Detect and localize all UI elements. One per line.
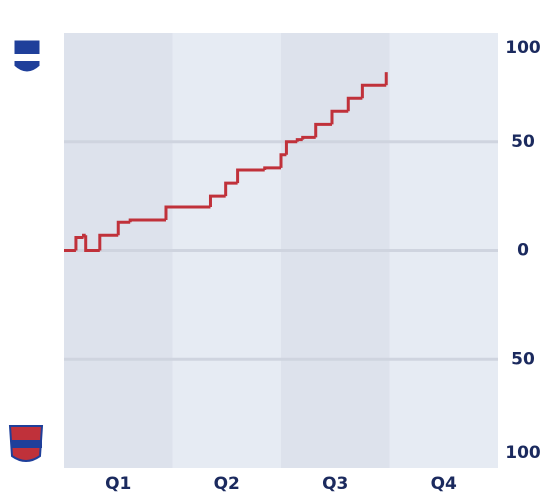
x-tick-label: Q3	[322, 474, 348, 494]
y-tick-label: 100	[505, 38, 541, 58]
worm-step	[208, 194, 226, 207]
x-tick-label: Q2	[214, 474, 240, 494]
worm-step	[279, 153, 287, 168]
worm-step	[346, 96, 363, 112]
worm-step	[263, 166, 281, 171]
y-tick-label: 100	[505, 443, 541, 463]
y-tick-label: 50	[511, 132, 535, 152]
y-tick-label: 0	[517, 241, 529, 261]
worm-step	[236, 168, 265, 184]
y-tick-label: 50	[511, 349, 535, 369]
worm-step	[116, 220, 131, 236]
worm-step	[164, 205, 211, 221]
worm-step	[360, 83, 387, 99]
home-logo	[13, 39, 41, 73]
away-logo	[8, 425, 44, 462]
x-tick-label: Q1	[105, 474, 131, 494]
worm-step	[295, 138, 303, 142]
worm-step	[284, 140, 298, 155]
worm-step	[98, 233, 119, 251]
worm-step	[224, 181, 238, 197]
worm-step	[84, 235, 100, 252]
worm-step	[128, 218, 166, 223]
worm-step	[74, 235, 84, 251]
x-tick-label: Q4	[431, 474, 457, 494]
worm-step	[301, 135, 316, 140]
worm-step	[330, 109, 349, 125]
worm-step	[314, 122, 332, 138]
